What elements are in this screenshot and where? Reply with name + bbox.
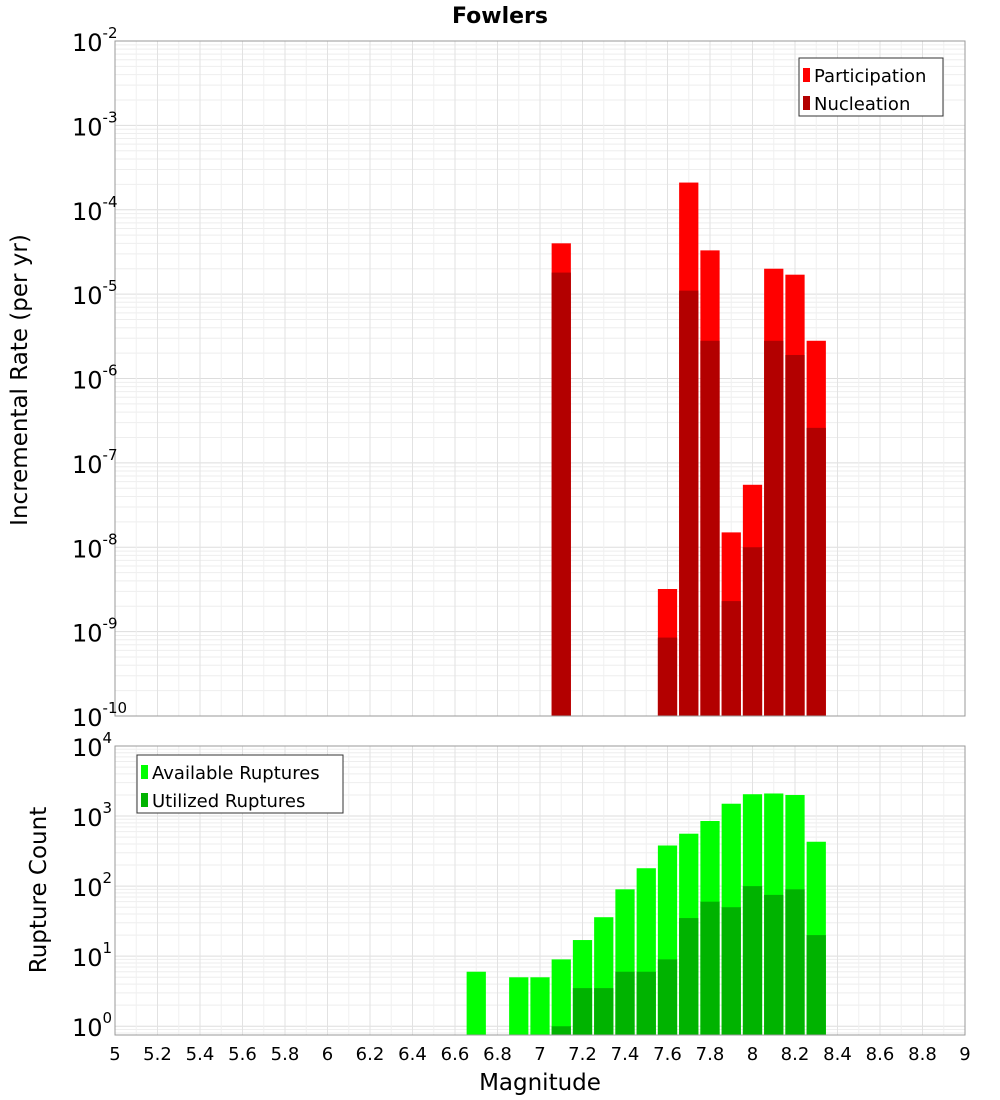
rate-y-tick-label: 10-9 (72, 615, 118, 648)
rate-bars (551, 182, 826, 717)
count-bar-primary (551, 959, 571, 1035)
x-tick-label: 7.2 (568, 1044, 597, 1065)
rate-y-tick-label: 10-10 (72, 699, 127, 732)
count-legend-label: Utilized Ruptures (152, 791, 305, 812)
count-y-tick-label: 102 (72, 869, 112, 902)
rate-y-tick-label: 10-5 (72, 277, 118, 310)
rate-bar-secondary (700, 340, 720, 716)
rate-legend-swatch (803, 96, 810, 110)
rate-bar-secondary (657, 637, 678, 716)
count-plot-border (114, 745, 966, 1036)
count-bar-secondary (615, 971, 635, 1035)
rate-bar-secondary (742, 547, 763, 716)
rate-y-tick-label: 10-2 (72, 24, 118, 57)
count-bar-primary (509, 977, 529, 1035)
x-tick-label: 7.6 (653, 1044, 682, 1065)
x-tick-label: 7 (534, 1044, 545, 1065)
count-bar-secondary (742, 886, 763, 1035)
x-tick-label: 8.4 (823, 1044, 852, 1065)
x-axis-label: Magnitude (479, 1070, 601, 1096)
count-bar-secondary (721, 907, 741, 1035)
x-tick-label: 6.6 (441, 1044, 470, 1065)
rate-legend-label: Nucleation (814, 94, 910, 115)
x-tick-label: 6.8 (483, 1044, 512, 1065)
count-y-ticks: 100 101 102 103 104 (72, 729, 112, 1042)
x-tick-label: 7.4 (611, 1044, 640, 1065)
rate-bar-secondary (551, 272, 571, 716)
x-tick-label: 6.4 (398, 1044, 427, 1065)
count-bar-secondary (764, 894, 784, 1035)
count-bar-secondary (700, 901, 720, 1035)
count-bar-secondary (551, 1026, 571, 1035)
x-tick-label: 5.6 (228, 1044, 257, 1065)
rate-legend-box (798, 57, 944, 117)
x-tick-label: 6 (322, 1044, 333, 1065)
x-tick-label: 9 (959, 1044, 970, 1065)
count-bars (466, 793, 826, 1035)
x-tick-label: 5.2 (143, 1044, 172, 1065)
rate-panel: 10-10 10-9 10-8 10-7 10-6 10-5 10-4 10-3 10-2 In… (7, 24, 966, 732)
count-y-axis-label: Rupture Count (26, 807, 52, 973)
rate-bar-secondary (679, 290, 699, 716)
x-ticks: 5 5.2 5.4 5.6 5.8 6 6.2 6.4 6.6 6.8 7 7.2 7.4 7.6 7.8 8… (109, 1044, 970, 1065)
count-bar-primary (530, 977, 550, 1035)
rate-y-ticks: 10-10 10-9 10-8 10-7 10-6 10-5 10-4 10-3 10-2 (72, 24, 127, 732)
count-bar-secondary (636, 971, 656, 1035)
rate-y-tick-label: 10-3 (72, 108, 118, 141)
count-bar-secondary (785, 889, 805, 1035)
x-tick-label: 8.8 (908, 1044, 937, 1065)
count-y-tick-label: 100 (72, 1009, 112, 1042)
x-tick-label: 5.4 (186, 1044, 215, 1065)
rate-y-tick-label: 10-6 (72, 362, 118, 395)
chart-title: Fowlers (452, 4, 548, 29)
rate-bar-secondary (785, 354, 805, 716)
count-bar-secondary (594, 988, 614, 1035)
count-y-tick-label: 103 (72, 799, 112, 832)
rate-legend-label: Participation (814, 66, 926, 87)
rate-bar-secondary (806, 427, 826, 716)
count-bar-secondary (806, 935, 826, 1035)
count-bar-secondary (572, 988, 593, 1035)
count-bar-primary (466, 971, 486, 1035)
count-legend-box (136, 754, 344, 814)
x-tick-label: 8 (747, 1044, 758, 1065)
rate-bar-secondary (764, 340, 784, 716)
rate-grid (114, 41, 966, 717)
count-legend-label: Available Ruptures (152, 763, 320, 784)
rate-legend: Participation Nucleation (798, 57, 944, 117)
x-tick-label: 8.2 (781, 1044, 810, 1065)
count-legend-swatch (141, 765, 148, 779)
x-tick-label: 6.2 (356, 1044, 385, 1065)
x-tick-label: 7.8 (696, 1044, 725, 1065)
rate-legend-swatch (803, 68, 810, 82)
count-panel: 100 101 102 103 104 Rupture Count Available … (26, 729, 971, 1096)
count-y-tick-label: 104 (72, 729, 112, 762)
count-legend: Available Ruptures Utilized Ruptures (136, 754, 344, 814)
rate-y-tick-label: 10-4 (72, 193, 118, 226)
count-legend-swatch (141, 793, 148, 807)
x-tick-label: 5.8 (271, 1044, 300, 1065)
rate-y-axis-label: Incremental Rate (per yr) (7, 234, 33, 526)
count-bar-secondary (657, 959, 678, 1035)
x-tick-label: 8.6 (866, 1044, 895, 1065)
x-tick-label: 5 (109, 1044, 120, 1065)
rate-y-tick-label: 10-8 (72, 530, 118, 563)
rate-y-tick-label: 10-7 (72, 446, 118, 479)
count-y-tick-label: 101 (72, 939, 112, 972)
rate-bar-secondary (721, 601, 741, 716)
count-bar-secondary (679, 918, 699, 1035)
rate-plot-border (114, 40, 966, 717)
